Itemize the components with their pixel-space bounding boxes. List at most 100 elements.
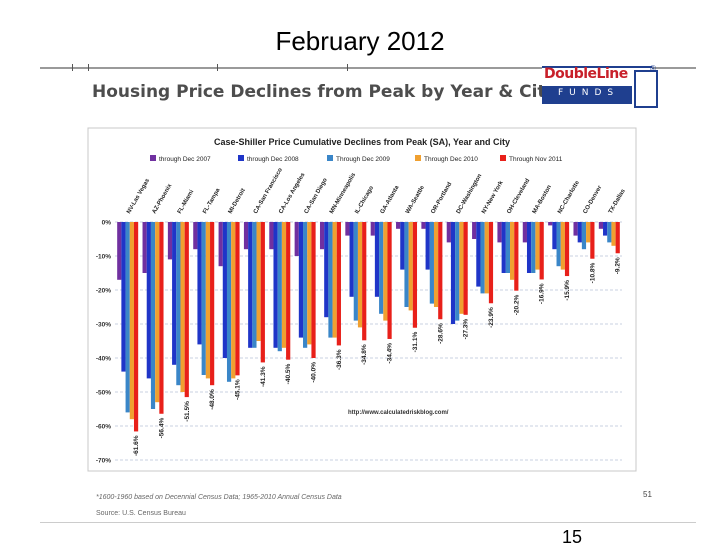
bar [383,222,388,321]
bar [603,222,608,236]
bar [581,222,587,250]
bar [150,222,156,409]
bar [459,222,464,314]
bar [548,222,553,226]
logo-name: DoubleLine [544,66,628,82]
y-tick-label: -70% [96,458,111,465]
bar [564,222,570,277]
bar [535,222,540,270]
bar [472,222,477,239]
bar [615,222,620,254]
page-number: 15 [562,527,583,547]
bar [349,222,354,297]
bar [180,222,185,392]
bar [176,222,181,386]
y-tick-label: 0% [102,220,112,227]
bar [450,222,456,324]
bar [226,222,232,382]
bar [256,222,261,341]
bar [484,222,489,294]
bar [539,222,544,280]
bar [129,222,134,420]
bar [552,222,557,250]
bar [294,222,299,256]
bar [400,222,405,270]
data-label: -45.1% [234,379,241,400]
bar [155,222,160,403]
bar [586,222,591,243]
bar [433,222,439,307]
bar [497,222,502,243]
bar [324,222,329,318]
bar [332,222,337,338]
bar [121,222,126,372]
bar [133,222,139,432]
data-label: -51.5% [184,401,191,422]
bar [222,222,227,358]
data-label: -34.8% [361,344,368,365]
slide-title: February 2012 [275,26,445,56]
bar [336,222,341,346]
data-label: -40.5% [285,363,292,384]
bar [159,222,164,414]
bar [404,222,409,307]
bar [455,222,460,321]
bar [193,222,198,250]
legend-label: Through Dec 2009 [336,156,390,163]
bar [307,222,312,345]
data-label: -48.0% [209,389,216,410]
bar [218,222,223,267]
legend-label: through Dec 2007 [159,156,211,163]
source-note: Source: U.S. Census Bureau [96,510,186,517]
bar [281,222,287,348]
bar [573,222,578,236]
bar [167,222,173,260]
bar [590,222,595,259]
data-label: -36.3% [336,349,343,370]
data-label: -27.3% [463,319,470,340]
bar [345,222,350,236]
bar [387,222,392,339]
ruler-mark [88,64,89,71]
bar [408,222,413,311]
logo-registered: ® [650,64,656,73]
bar [260,222,265,363]
bar [476,222,481,287]
bar [210,222,215,386]
bar [357,222,363,328]
data-label: -16.9% [539,283,546,304]
y-tick-label: -50% [96,390,111,397]
data-label: -20.2% [513,294,520,315]
top-divider [40,67,696,69]
bar [235,222,240,376]
bar [311,222,316,358]
logo-funds: FUNDS [558,88,620,98]
bar [303,222,308,348]
y-tick-label: -10% [96,254,111,261]
panel-title: Housing Price Declines from Peak by Year… [92,82,557,102]
bar [172,222,177,365]
legend-swatch [415,155,421,161]
bar [446,222,451,243]
bar [505,222,511,273]
y-tick-label: -40% [96,356,111,363]
chart-title: Case-Shiller Price Cumulative Declines f… [214,137,510,147]
legend-swatch [327,155,333,161]
bar [412,222,418,328]
bar [396,222,401,229]
bar [184,222,189,398]
bar [269,222,274,250]
bar [374,222,380,297]
legend-swatch [150,155,156,161]
bar [438,222,443,320]
y-tick-label: -60% [96,424,111,431]
data-label: -56.4% [158,418,165,439]
bar [146,222,151,379]
bar [277,222,282,352]
bar [125,222,130,413]
bottom-divider [40,522,696,523]
ruler-mark [217,64,218,71]
bar [328,222,333,338]
side-number: 51 [643,490,652,499]
